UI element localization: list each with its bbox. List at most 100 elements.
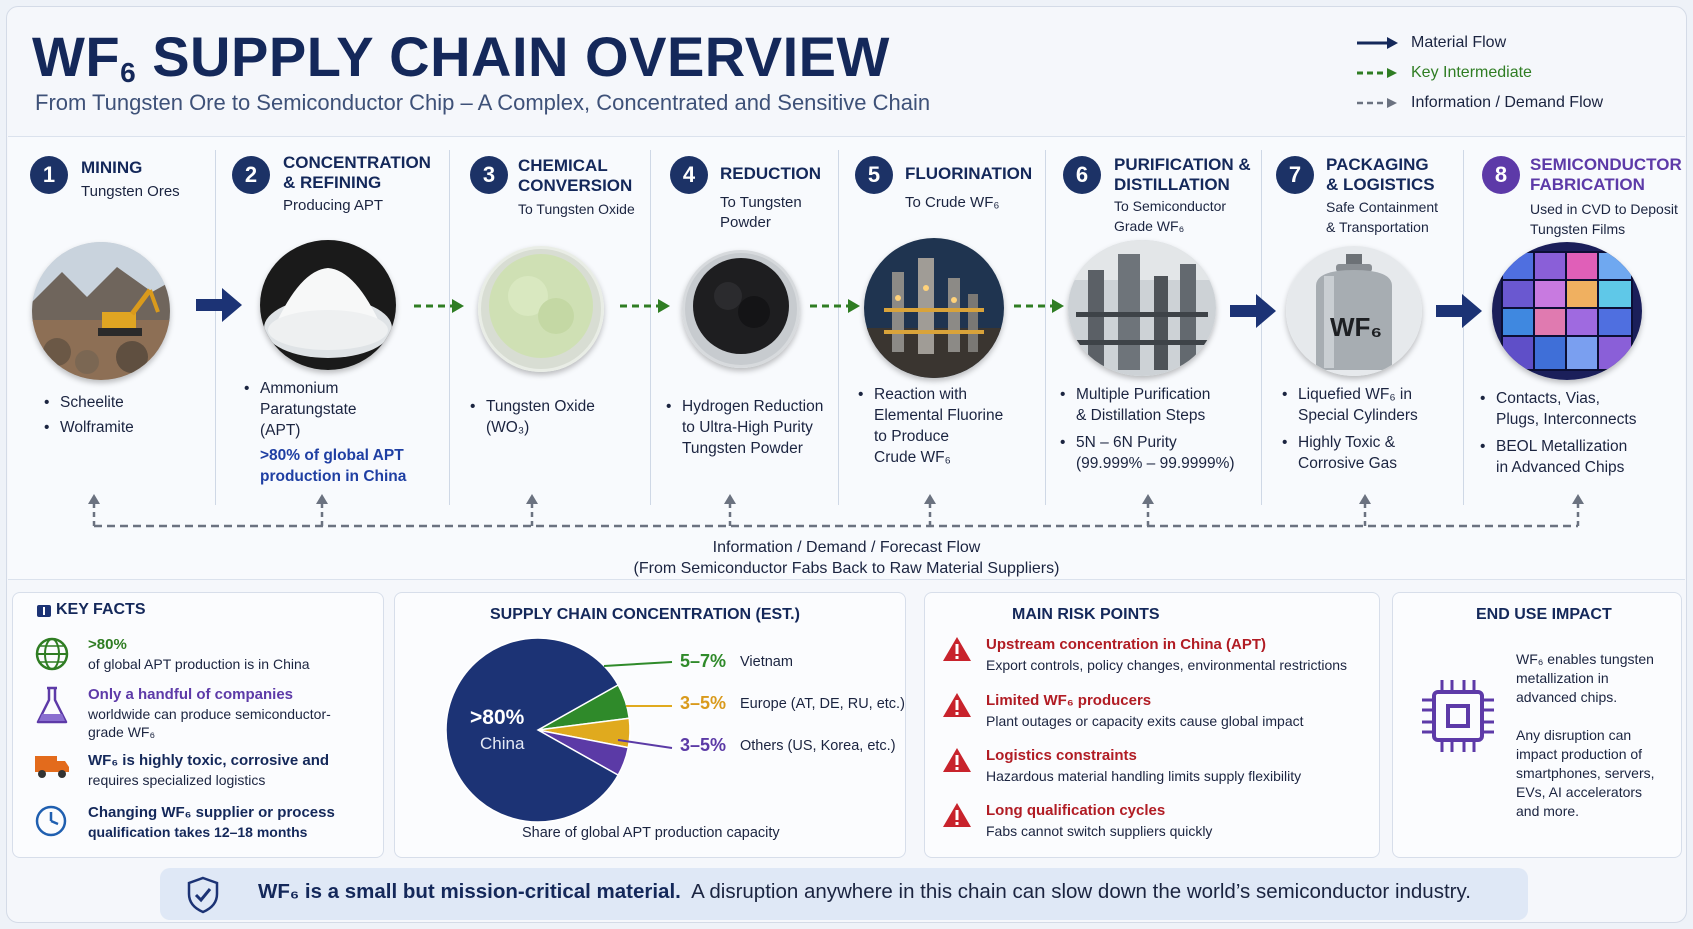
banner-message: WF₆ is a small but mission-critical mate… bbox=[258, 880, 1471, 903]
stage-divider bbox=[449, 150, 450, 505]
distillation-columns-image bbox=[1068, 240, 1216, 376]
stage-8-title: SEMICONDUCTOR FABRICATION bbox=[1530, 155, 1682, 194]
black-powder-image bbox=[682, 250, 800, 368]
stage-1-subtitle: Tungsten Ores bbox=[81, 183, 180, 200]
dashed-green-arrow-icon bbox=[1357, 68, 1397, 78]
bullet: 5N – 6N Purity(99.999% – 99.9999%) bbox=[1060, 432, 1235, 474]
book-icon bbox=[37, 605, 51, 617]
risk-item-producers: Limited WF₆ producers Plant outages or c… bbox=[942, 692, 1304, 729]
key-intermediate-arrow bbox=[810, 299, 860, 313]
warning-icon bbox=[943, 748, 971, 772]
solid-arrow-icon bbox=[1357, 37, 1398, 49]
dashed-gray-arrow-icon bbox=[1357, 98, 1397, 108]
cylinder-label: WF₆ bbox=[1330, 312, 1383, 342]
pie-name-others: Others (US, Korea, etc.) bbox=[740, 738, 896, 754]
stage-8-subtitle: Used in CVD to Deposit Tungsten Films bbox=[1530, 201, 1678, 237]
bullet: Contacts, Vias,Plugs, Interconnects bbox=[1480, 388, 1636, 430]
step-number-4: 4 bbox=[670, 156, 708, 194]
step-number-2: 2 bbox=[232, 156, 270, 194]
step-number-8: 8 bbox=[1482, 156, 1520, 194]
risk-item-logistics: Logistics constraints Hazardous material… bbox=[942, 747, 1301, 784]
risk-item-upstream: Upstream concentration in China (APT) Ex… bbox=[942, 636, 1347, 673]
end-use-paragraph-2: Any disruption can impact production of sm… bbox=[1516, 727, 1655, 819]
shield-check-icon bbox=[187, 876, 219, 914]
pie-label-europe: 3–5% bbox=[680, 693, 727, 713]
stage-2-title: CONCENTRATION & REFINING bbox=[283, 153, 431, 192]
pie-name-vietnam: Vietnam bbox=[740, 654, 793, 670]
stage-divider bbox=[1463, 150, 1464, 505]
stage-4-title: REDUCTION bbox=[720, 164, 822, 183]
pie-center-percent: >80% bbox=[470, 706, 525, 729]
concentration-pie-chart bbox=[445, 637, 631, 823]
material-flow-arrow bbox=[1230, 294, 1276, 328]
key-facts-title: KEY FACTS bbox=[56, 601, 146, 618]
globe-icon bbox=[35, 637, 69, 671]
stage-6-bullets: Multiple Purification& Distillation Step… bbox=[1060, 384, 1235, 478]
stage-1-bullets: Scheelite Wolframite bbox=[44, 392, 134, 442]
warning-icon bbox=[943, 637, 971, 661]
legend: Material Flow Key Intermediate Informati… bbox=[1355, 28, 1603, 118]
risk-item-qualification: Long qualification cycles Fabs cannot sw… bbox=[942, 802, 1212, 839]
risk-points-title: MAIN RISK POINTS bbox=[1012, 606, 1160, 623]
stage-8-bullets: Contacts, Vias,Plugs, Interconnects BEOL… bbox=[1480, 388, 1636, 482]
warning-icon bbox=[943, 803, 971, 827]
legend-key-intermediate: Key Intermediate bbox=[1355, 58, 1603, 88]
legend-material-flow: Material Flow bbox=[1355, 28, 1603, 58]
page-subtitle: From Tungsten Ore to Semiconductor Chip … bbox=[35, 90, 931, 115]
step-number-5: 5 bbox=[855, 156, 893, 194]
stage-7-subtitle: Safe Containment & Transportation bbox=[1326, 199, 1439, 235]
end-use-title: END USE IMPACT bbox=[1476, 606, 1612, 623]
stage-3-bullets: Tungsten Oxide(WO₃) bbox=[470, 396, 595, 442]
chip-icon bbox=[1422, 680, 1494, 752]
stage-3-title: CHEMICAL CONVERSION bbox=[518, 156, 633, 195]
pie-label-others: 3–5% bbox=[680, 735, 727, 755]
truck-icon bbox=[35, 756, 69, 778]
material-flow-arrow bbox=[1436, 294, 1482, 328]
risk-points-panel bbox=[924, 592, 1380, 858]
stage-divider bbox=[1045, 150, 1046, 505]
apt-china-highlight: >80% of global APT production in China bbox=[260, 447, 407, 485]
mining-image bbox=[32, 242, 170, 380]
stage-divider bbox=[1261, 150, 1262, 505]
information-flow-caption: Information / Demand / Forecast Flow (Fr… bbox=[633, 539, 1060, 577]
stage-5-subtitle: To Crude WF₆ bbox=[905, 194, 1000, 211]
step-number-7: 7 bbox=[1276, 156, 1314, 194]
process-flow-band bbox=[8, 136, 1685, 580]
stage-4-subtitle: To Tungsten Powder bbox=[720, 194, 802, 231]
bullet: Scheelite bbox=[44, 392, 134, 413]
clock-icon bbox=[35, 805, 67, 837]
warning-icon bbox=[943, 693, 971, 717]
bullet: Tungsten Oxide(WO₃) bbox=[470, 396, 595, 438]
page-title: WF6 SUPPLY CHAIN OVERVIEW bbox=[32, 25, 890, 88]
pie-label-vietnam: 5–7% bbox=[680, 651, 727, 671]
bullet: Multiple Purification& Distillation Step… bbox=[1060, 384, 1235, 426]
pie-slice-china bbox=[445, 637, 620, 823]
step-number-1: 1 bbox=[30, 156, 68, 194]
stage-6-title: PURIFICATION & DISTILLATION bbox=[1114, 155, 1251, 194]
end-use-paragraph-1: WF₆ enables tungsten metallization in adva… bbox=[1516, 651, 1654, 705]
legend-information-flow: Information / Demand Flow bbox=[1355, 88, 1603, 118]
white-powder-image bbox=[260, 240, 396, 370]
pie-name-europe: Europe (AT, DE, RU, etc.) bbox=[740, 696, 905, 712]
pie-center-label: China bbox=[480, 734, 525, 753]
stage-1-title: MINING bbox=[81, 158, 143, 177]
concentration-title: SUPPLY CHAIN CONCENTRATION (EST.) bbox=[490, 606, 800, 623]
bottom-banner bbox=[160, 868, 1528, 920]
stage-2-subtitle: Producing APT bbox=[283, 197, 384, 214]
information-flow-line bbox=[88, 494, 1584, 528]
bullet: Wolframite bbox=[44, 417, 134, 438]
pie-caption: Share of global APT production capacity bbox=[522, 825, 780, 841]
material-flow-arrow bbox=[196, 288, 242, 322]
stage-divider bbox=[215, 150, 216, 505]
stage-6-subtitle: To Semiconductor Grade WF₆ bbox=[1114, 198, 1227, 234]
key-intermediate-arrow bbox=[414, 299, 464, 313]
key-intermediate-arrow bbox=[1014, 299, 1064, 313]
